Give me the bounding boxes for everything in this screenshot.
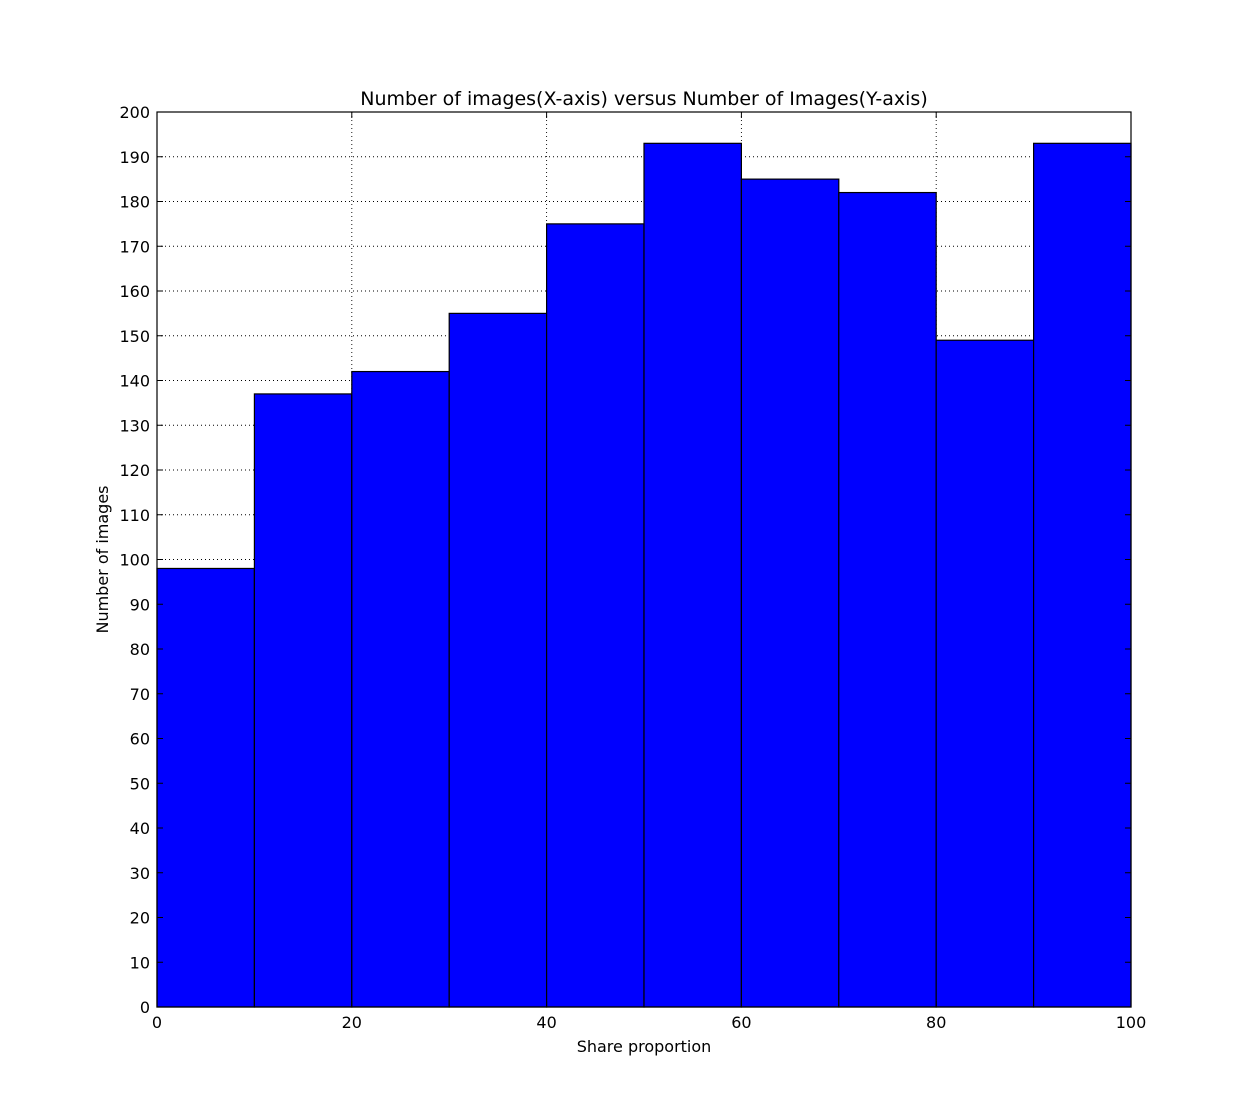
y-tick-label: 110 xyxy=(119,506,150,525)
y-tick-label: 200 xyxy=(119,103,150,122)
x-tick-label: 0 xyxy=(152,1013,162,1032)
x-axis-label: Share proportion xyxy=(577,1037,712,1056)
bars xyxy=(156,142,1132,1008)
y-tick-label: 140 xyxy=(119,372,150,391)
bar-50-60 xyxy=(643,142,743,1008)
y-tick-label: 80 xyxy=(130,640,150,659)
y-tick-label: 60 xyxy=(130,730,150,749)
y-tick-label: 180 xyxy=(119,193,150,212)
x-tick-label: 60 xyxy=(731,1013,751,1032)
bar-20-30 xyxy=(351,370,450,1008)
bar-60-70 xyxy=(740,178,840,1008)
x-tick-label: 100 xyxy=(1116,1013,1147,1032)
chart-title: Number of images(X-axis) versus Number o… xyxy=(360,88,928,110)
x-tick-label: 20 xyxy=(342,1013,362,1032)
y-tick-label: 50 xyxy=(130,774,150,793)
y-tick-label: 20 xyxy=(130,909,150,928)
bar-90-100 xyxy=(1032,142,1132,1008)
bar-10-20 xyxy=(253,393,353,1008)
y-tick-label: 0 xyxy=(140,998,150,1017)
bar-0-10 xyxy=(156,567,256,1008)
y-tick-label: 130 xyxy=(119,416,150,435)
y-tick-label: 120 xyxy=(119,461,150,480)
bar-40-50 xyxy=(545,223,645,1008)
y-tick-label: 160 xyxy=(119,282,150,301)
y-tick-label: 10 xyxy=(130,953,150,972)
y-tick-label: 90 xyxy=(130,595,150,614)
y-tick-label: 150 xyxy=(119,327,150,346)
y-tick-label: 190 xyxy=(119,148,150,167)
plot-frame xyxy=(156,111,1132,1008)
x-tick-label: 80 xyxy=(926,1013,946,1032)
y-axis-label: Number of images xyxy=(93,485,112,633)
y-tick-label: 170 xyxy=(119,237,150,256)
x-tick-label: 40 xyxy=(536,1013,556,1032)
ticks: 0 10 20 30 40 50 60 70 80 90 100 110 120 130 140 150 160… xyxy=(119,103,1146,1032)
bar-80-90 xyxy=(935,339,1035,1008)
bar-30-40 xyxy=(448,312,548,1008)
y-tick-label: 40 xyxy=(130,819,150,838)
y-tick-label: 70 xyxy=(130,685,150,704)
y-tick-label: 30 xyxy=(130,864,150,883)
y-tick-label: 100 xyxy=(119,551,150,570)
bar-70-80 xyxy=(838,191,937,1008)
